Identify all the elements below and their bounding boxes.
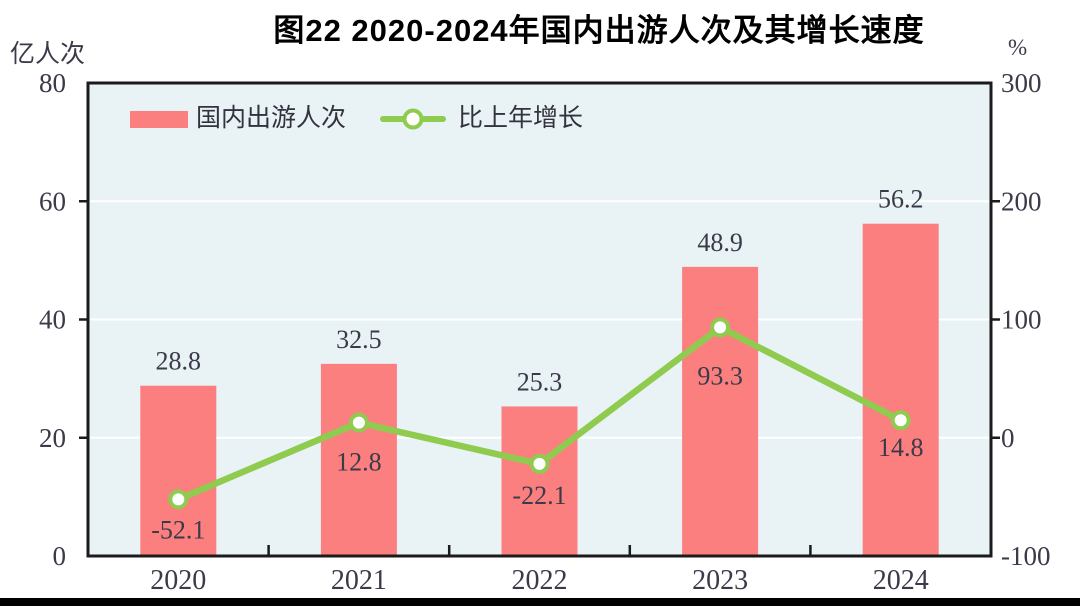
marker-2023	[710, 317, 731, 338]
right-axis-tick-label-0: 0	[1001, 423, 1015, 453]
legend-item-line-series: 比上年增长	[380, 106, 583, 132]
line-series-label: 比上年增长	[458, 105, 584, 132]
marker-2021	[348, 412, 369, 433]
marker-2020	[168, 489, 189, 510]
bar-2021	[320, 363, 397, 556]
line-label-2024: 14.8	[878, 433, 924, 462]
line-label-2021: 12.8	[336, 448, 382, 477]
left-axis-tick-label-60: 60	[39, 186, 66, 216]
bar-label-2022: 25.3	[517, 367, 563, 396]
x-axis-label-2024: 2024	[873, 565, 929, 596]
line-series-marker-icon	[402, 108, 424, 130]
bar-2022	[501, 406, 578, 556]
bar-2020	[140, 385, 217, 556]
x-axis-label-2020: 2020	[150, 565, 206, 596]
bar-2024	[862, 223, 939, 556]
bar-2023	[682, 266, 759, 556]
line-label-2020: -52.1	[151, 515, 205, 544]
page-bottom-rule	[0, 598, 1080, 606]
left-axis-tick-label-40: 40	[39, 305, 66, 335]
line-label-2023: 93.3	[697, 361, 743, 390]
bar-label-2024: 56.2	[878, 185, 924, 214]
left-axis-tick-label-80: 80	[39, 68, 66, 98]
legend-item-bar-series: 国内出游人次	[130, 106, 346, 132]
x-axis-label-2023: 2023	[692, 565, 748, 596]
line-series-swatch	[380, 108, 447, 130]
left-axis-tick-label-20: 20	[39, 423, 66, 453]
x-axis-label-2021: 2021	[331, 565, 387, 596]
right-axis-tick-label-100: 100	[1001, 305, 1042, 335]
bar-label-2020: 28.8	[156, 347, 202, 376]
chart-title: 图22 2020-2024年国内出游人次及其增长速度	[273, 13, 925, 48]
x-axis-label-2022: 2022	[512, 565, 568, 596]
right-axis-tick-label-300: 300	[1001, 68, 1042, 98]
bar-label-2023: 48.9	[697, 228, 743, 257]
left-axis-unit-label: 亿人次	[10, 41, 86, 68]
right-axis-unit-label: %	[1008, 35, 1028, 60]
bar-label-2021: 32.5	[336, 325, 382, 354]
right-axis-tick-label-200: 200	[1001, 186, 1042, 216]
marker-2022	[529, 453, 550, 474]
legend: 国内出游人次 比上年增长	[130, 106, 583, 132]
line-label-2022: -22.1	[512, 481, 566, 510]
bar-series-label: 国内出游人次	[196, 105, 347, 132]
right-axis-tick-label--100: -100	[1001, 541, 1051, 571]
bar-series-swatch	[130, 110, 188, 128]
marker-2024	[890, 410, 911, 431]
left-axis-tick-label-0: 0	[53, 541, 67, 571]
